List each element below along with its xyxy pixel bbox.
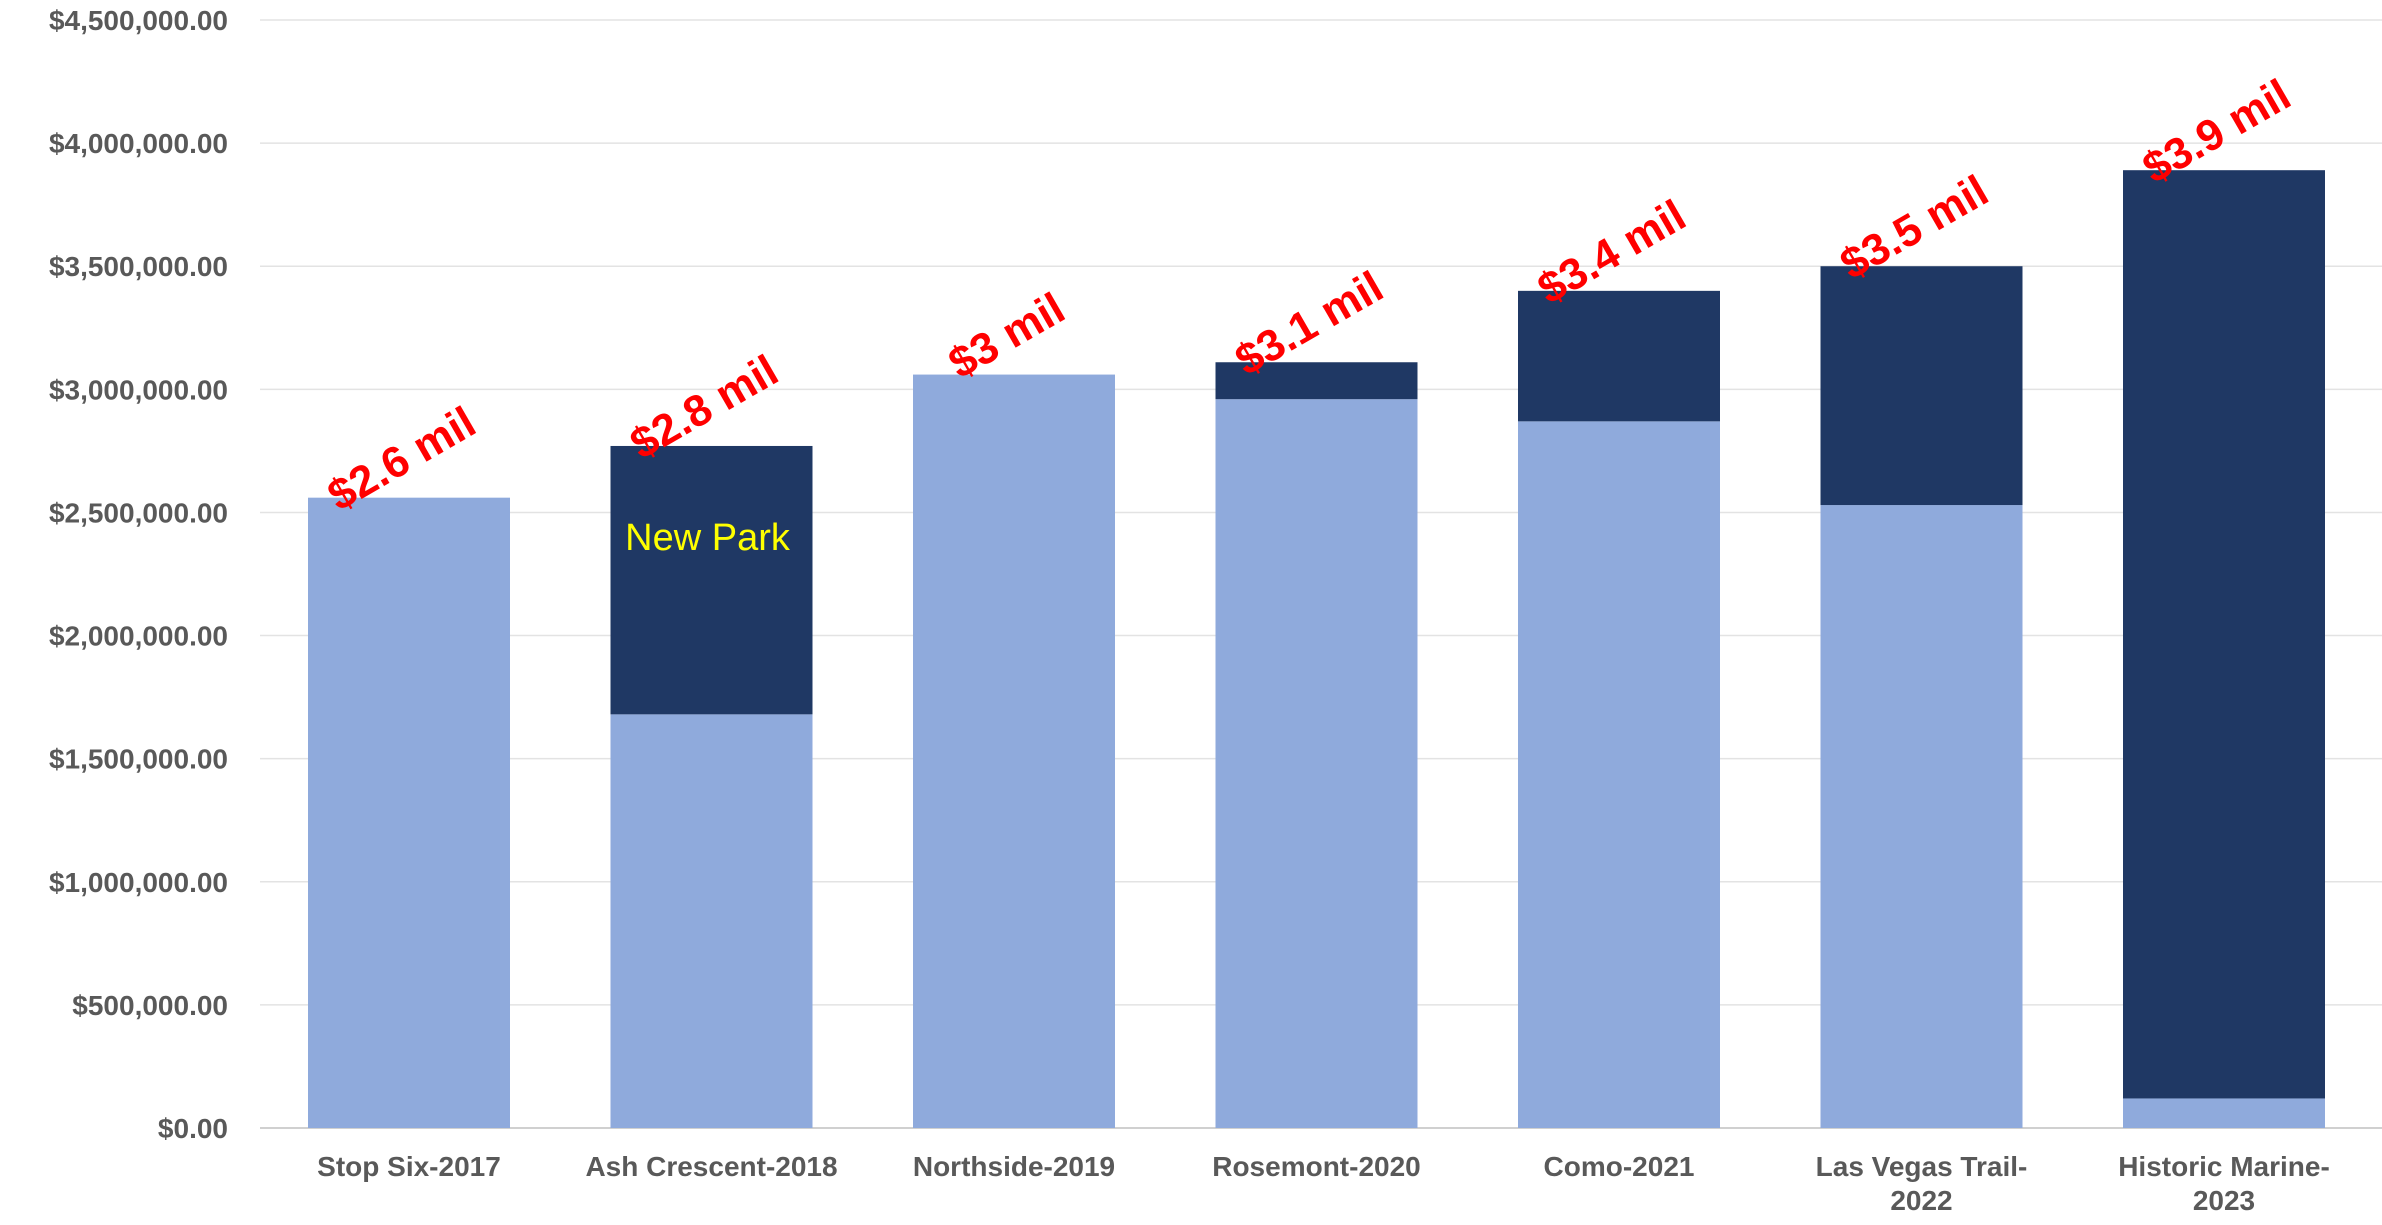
y-tick-label: $4,500,000.00 (49, 5, 228, 36)
y-tick-label: $1,500,000.00 (49, 744, 228, 775)
x-category-label: Northside-2019 (913, 1151, 1115, 1182)
bar-segment (1215, 362, 1418, 400)
bar-segment (1820, 266, 2023, 506)
x-category-label: Stop Six-2017 (317, 1151, 501, 1182)
bar-segment (2123, 1098, 2325, 1128)
y-tick-label: $500,000.00 (72, 990, 228, 1021)
bar-segment (913, 374, 1115, 1128)
y-axis-tick-labels: $0.00 $500,000.00 $1,000,000.00 $1,500,000.… (49, 5, 228, 1144)
x-category-label: 2022 (1890, 1185, 1952, 1216)
bar-segment (610, 714, 813, 1128)
y-tick-label: $4,000,000.00 (49, 128, 228, 159)
x-category-label: Historic Marine- (2118, 1151, 2330, 1182)
bar-segment (610, 445, 813, 715)
bar-segment (2123, 170, 2325, 1099)
x-category-label: 2023 (2193, 1185, 2255, 1216)
bar-segment (1518, 290, 1720, 422)
bar-segment (1518, 421, 1720, 1128)
new-park-annotation: New Park (625, 517, 791, 559)
x-category-label: Como-2021 (1544, 1151, 1695, 1182)
y-tick-label: $1,000,000.00 (49, 867, 228, 898)
x-category-label: Rosemont-2020 (1212, 1151, 1421, 1182)
x-axis-category-labels: Stop Six-2017 Ash Crescent-2018 Northside-… (317, 1151, 2330, 1216)
y-tick-label: $2,500,000.00 (49, 497, 228, 528)
bar-segment (308, 497, 510, 1128)
y-tick-label: $2,000,000.00 (49, 621, 228, 652)
y-tick-label: $3,500,000.00 (49, 251, 228, 282)
y-tick-label: $3,000,000.00 (49, 374, 228, 405)
bar-segment (1820, 505, 2023, 1129)
x-category-label: Las Vegas Trail- (1816, 1151, 2028, 1182)
bars (308, 170, 2325, 1129)
y-tick-label: $0.00 (158, 1113, 228, 1144)
bar-segment (1215, 399, 1418, 1128)
bar-total-label: $3 mil (940, 284, 1073, 389)
x-category-label: Ash Crescent-2018 (585, 1151, 837, 1182)
